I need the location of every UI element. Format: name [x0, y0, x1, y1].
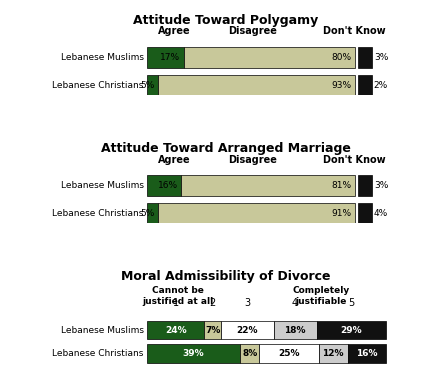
- Text: 91%: 91%: [332, 209, 352, 218]
- Text: 8%: 8%: [242, 349, 257, 358]
- Text: 5%: 5%: [140, 209, 154, 218]
- FancyBboxPatch shape: [359, 74, 372, 95]
- Text: Agree: Agree: [158, 155, 191, 165]
- Text: Cannot be
justified at all: Cannot be justified at all: [142, 286, 213, 306]
- Text: Disagree: Disagree: [228, 27, 277, 36]
- FancyBboxPatch shape: [147, 74, 158, 95]
- Text: Attitude Toward Polygamy: Attitude Toward Polygamy: [133, 14, 318, 27]
- FancyBboxPatch shape: [204, 321, 221, 339]
- FancyBboxPatch shape: [147, 175, 181, 196]
- Text: Completely
justifiable: Completely justifiable: [292, 286, 350, 306]
- Text: 3%: 3%: [374, 181, 388, 190]
- Text: Disagree: Disagree: [228, 155, 277, 165]
- FancyBboxPatch shape: [274, 321, 316, 339]
- FancyBboxPatch shape: [158, 74, 355, 95]
- Text: 5%: 5%: [140, 81, 154, 90]
- FancyBboxPatch shape: [147, 321, 204, 339]
- Text: 16%: 16%: [158, 181, 178, 190]
- Text: 7%: 7%: [205, 326, 220, 335]
- Text: 24%: 24%: [165, 326, 187, 335]
- Text: 25%: 25%: [279, 349, 300, 358]
- Text: 2: 2: [209, 298, 216, 308]
- Text: 81%: 81%: [332, 181, 352, 190]
- Text: 3: 3: [244, 298, 250, 308]
- FancyBboxPatch shape: [348, 345, 386, 363]
- FancyBboxPatch shape: [221, 321, 274, 339]
- Text: Lebanese Christians: Lebanese Christians: [52, 209, 144, 218]
- FancyBboxPatch shape: [158, 203, 355, 224]
- Text: 16%: 16%: [356, 349, 378, 358]
- FancyBboxPatch shape: [183, 47, 355, 68]
- FancyBboxPatch shape: [240, 345, 259, 363]
- Text: 17%: 17%: [160, 53, 180, 62]
- FancyBboxPatch shape: [359, 203, 372, 224]
- Text: 18%: 18%: [284, 326, 306, 335]
- FancyBboxPatch shape: [259, 345, 319, 363]
- Text: 5: 5: [348, 298, 354, 308]
- Text: 29%: 29%: [341, 326, 362, 335]
- Text: 4: 4: [292, 298, 298, 308]
- Text: Lebanese Muslims: Lebanese Muslims: [61, 181, 144, 190]
- Text: Don't Know: Don't Know: [323, 155, 386, 165]
- FancyBboxPatch shape: [147, 47, 183, 68]
- FancyBboxPatch shape: [147, 345, 240, 363]
- FancyBboxPatch shape: [181, 175, 355, 196]
- Text: 93%: 93%: [332, 81, 352, 90]
- Text: Lebanese Christians: Lebanese Christians: [52, 81, 144, 90]
- Text: Lebanese Muslims: Lebanese Muslims: [61, 326, 144, 335]
- Text: 12%: 12%: [323, 349, 344, 358]
- Text: Lebanese Muslims: Lebanese Muslims: [61, 53, 144, 62]
- Text: 2%: 2%: [374, 81, 388, 90]
- Text: 39%: 39%: [183, 349, 205, 358]
- FancyBboxPatch shape: [359, 175, 372, 196]
- Text: Lebanese Christians: Lebanese Christians: [52, 349, 144, 358]
- Text: Don't Know: Don't Know: [323, 27, 386, 36]
- FancyBboxPatch shape: [359, 47, 372, 68]
- FancyBboxPatch shape: [147, 203, 158, 224]
- Text: 22%: 22%: [237, 326, 258, 335]
- Text: Attitude Toward Arranged Marriage: Attitude Toward Arranged Marriage: [101, 142, 350, 155]
- Text: 1: 1: [172, 298, 179, 308]
- Text: 4%: 4%: [374, 209, 388, 218]
- Text: 3%: 3%: [374, 53, 388, 62]
- FancyBboxPatch shape: [316, 321, 386, 339]
- FancyBboxPatch shape: [319, 345, 348, 363]
- Text: Agree: Agree: [158, 27, 191, 36]
- Text: Moral Admissibility of Divorce: Moral Admissibility of Divorce: [121, 270, 330, 283]
- Text: 80%: 80%: [332, 53, 352, 62]
